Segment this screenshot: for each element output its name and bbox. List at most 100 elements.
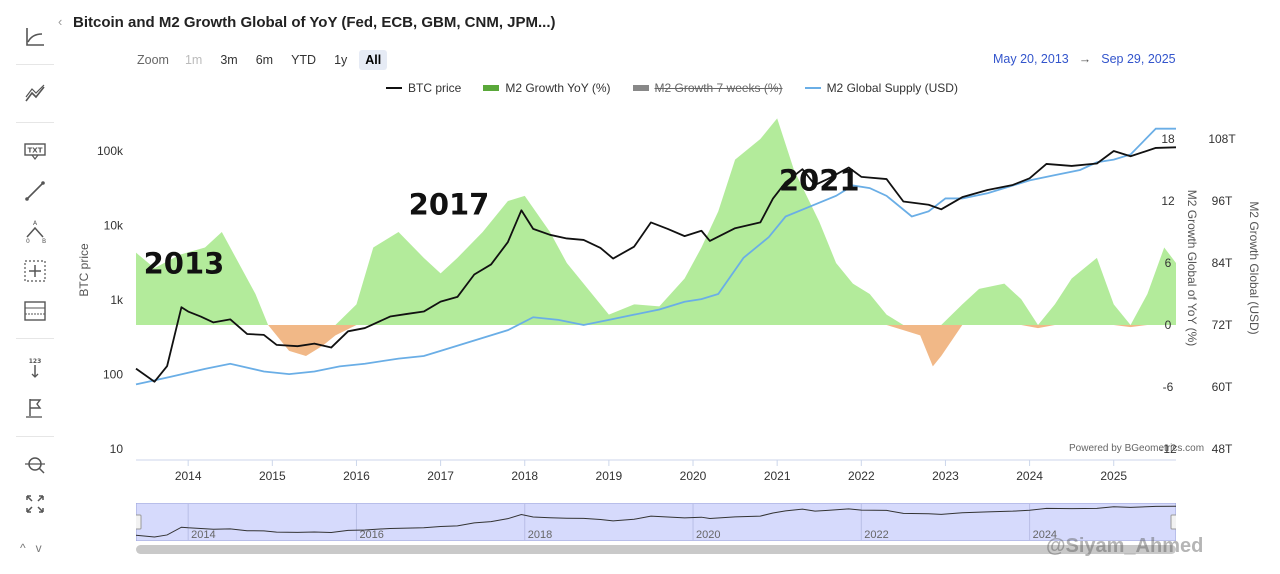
legend-item-btc-price[interactable]: BTC price	[386, 81, 461, 95]
year-annotation: 2021	[779, 163, 860, 197]
growth-axis-tick-label: 6	[1165, 256, 1172, 270]
x-tick-label: 2020	[680, 469, 707, 483]
supply-axis-tick-label: 48T	[1212, 442, 1233, 456]
zoom-controls: Zoom 1m 3m 6m YTD 1y All	[137, 50, 388, 70]
x-tick-label: 2023	[932, 469, 959, 483]
x-tick-label: 2022	[848, 469, 875, 483]
text-annotation-icon[interactable]: TXT	[16, 134, 54, 168]
btc-axis-tick-label: 1k	[110, 293, 124, 307]
line-tool-icon[interactable]	[16, 174, 54, 208]
year-annotation: 2017	[409, 188, 490, 222]
legend-area-swatch	[632, 85, 649, 91]
supply-axis-title: M2 Growth Global (USD)	[1247, 201, 1261, 334]
m2-supply-path	[135, 127, 1176, 386]
collapse-toolbar-icon[interactable]: ‹	[58, 14, 63, 29]
svg-text:B: B	[42, 238, 46, 244]
navigator-tick-label: 2020	[696, 529, 720, 541]
indicators-icon[interactable]	[16, 77, 54, 111]
date-range: May 20, 2013 → Sep 29, 2025	[993, 52, 1176, 66]
zoom-1m-button[interactable]: 1m	[184, 53, 203, 67]
legend-label: M2 Global Supply (USD)	[826, 81, 958, 95]
navigator-tick-label: 2016	[359, 529, 383, 541]
toolbar-separator	[16, 436, 54, 437]
zoom-3m-button[interactable]: 3m	[220, 53, 238, 67]
growth-axis-tick-label: -6	[1163, 380, 1174, 394]
label-icon[interactable]: 123	[16, 351, 54, 385]
x-tick-label: 2025	[1100, 469, 1127, 483]
toolbar-separator	[16, 122, 54, 123]
growth-axis-title: M2 Growth Global of YoY (%)	[1185, 190, 1199, 347]
navigator-left-handle	[136, 514, 142, 530]
grid-icon[interactable]	[16, 294, 54, 328]
zoom-1y-button[interactable]: 1y	[334, 53, 348, 67]
x-tick-label: 2024	[1016, 469, 1043, 483]
x-tick-label: 2018	[511, 469, 538, 483]
fullscreen-icon[interactable]	[16, 487, 54, 521]
toolbar-separator	[16, 64, 54, 65]
m2-growth-positive-area	[136, 118, 1176, 325]
navigator-scrollbar[interactable]	[136, 545, 1176, 554]
supply-axis-tick-label: 108T	[1208, 132, 1236, 146]
powered-by-credit[interactable]: Powered by BGeometrics.com	[1069, 443, 1205, 454]
legend-label: BTC price	[408, 81, 462, 95]
growth-axis-tick-label: -12	[1159, 442, 1177, 456]
range-arrow: →	[1078, 52, 1092, 66]
x-tick-label: 2021	[764, 469, 791, 483]
btc-axis-tick-label: 10k	[104, 219, 124, 233]
zoom-all-button[interactable]: All	[359, 50, 388, 70]
m2-supply-line	[135, 127, 1176, 386]
supply-axis-tick-label: 72T	[1212, 318, 1233, 332]
chart-toolbar: TXT A 0 B 123 ^ v	[0, 0, 66, 574]
btc-axis-title: BTC price	[77, 243, 91, 297]
range-navigator[interactable]: 2014 2016 2018 2020 2022 2024	[136, 503, 1176, 541]
zoom-label: Zoom	[137, 53, 169, 67]
zoom-icon[interactable]	[16, 447, 54, 481]
chart-axes: 2014 2015 2016 2017 2018 2019 2020 2021 2022 2023…	[77, 132, 1261, 483]
crosshair-icon[interactable]	[16, 254, 54, 288]
navigator-selection	[136, 503, 1176, 541]
x-tick-label: 2015	[259, 469, 286, 483]
legend-item-m2-growth-7-weeks[interactable]: M2 Growth 7 weeks (%)	[632, 81, 783, 95]
line-chart-icon[interactable]	[16, 20, 54, 54]
chart-title: Bitcoin and M2 Growth Global of YoY (Fed…	[73, 14, 556, 31]
growth-axis-tick-label: 18	[1161, 132, 1175, 146]
navigator-right-handle	[1170, 514, 1176, 530]
btc-axis-tick-label: 100	[103, 368, 123, 382]
navigator-tick-label: 2014	[191, 529, 215, 541]
growth-axis-tick-label: 12	[1161, 194, 1175, 208]
svg-text:0: 0	[26, 238, 30, 244]
btc-price-path	[135, 146, 1177, 383]
btc-price-line	[135, 146, 1177, 383]
legend-label: M2 Growth YoY (%)	[505, 81, 611, 95]
supply-axis-tick-label: 60T	[1212, 380, 1233, 394]
navigator-tick-label: 2018	[528, 529, 552, 541]
legend-line-swatch	[386, 87, 402, 89]
range-to-input[interactable]: Sep 29, 2025	[1101, 52, 1176, 66]
supply-axis-tick-label: 96T	[1212, 194, 1233, 208]
zoom-6m-button[interactable]: 6m	[255, 53, 274, 67]
legend-item-m2-growth-yoy[interactable]: M2 Growth YoY (%)	[483, 81, 611, 95]
growth-axis-tick-label: 0	[1165, 318, 1172, 332]
btc-axis-tick-label: 100k	[97, 144, 124, 158]
watermark-text: @Siyam_Ahmed	[1046, 535, 1204, 557]
toolbar-separator	[16, 338, 54, 339]
x-tick-label: 2019	[596, 469, 623, 483]
chart-legend: BTC price M2 Growth YoY (%) M2 Growth 7 …	[386, 81, 958, 95]
year-annotations: 2013 2017 2021	[144, 163, 860, 280]
measure-icon[interactable]: A 0 B	[16, 214, 54, 248]
legend-area-swatch	[483, 85, 500, 91]
legend-item-m2-global-supply[interactable]: M2 Global Supply (USD)	[804, 81, 958, 95]
navigator-btc-line	[136, 505, 1176, 538]
scroll-arrows: ^ v	[20, 541, 42, 555]
navigator-tick-label: 2022	[864, 529, 888, 541]
scroll-up-icon[interactable]: ^	[20, 541, 26, 555]
range-from-input[interactable]: May 20, 2013	[993, 52, 1069, 66]
scroll-down-icon[interactable]: v	[35, 541, 42, 555]
legend-line-swatch	[804, 87, 821, 89]
btc-axis-tick-label: 10	[110, 442, 124, 456]
supply-axis-tick-label: 84T	[1212, 256, 1233, 270]
svg-text:A: A	[33, 220, 38, 227]
flag-icon[interactable]	[16, 391, 54, 425]
zoom-ytd-button[interactable]: YTD	[291, 53, 317, 67]
